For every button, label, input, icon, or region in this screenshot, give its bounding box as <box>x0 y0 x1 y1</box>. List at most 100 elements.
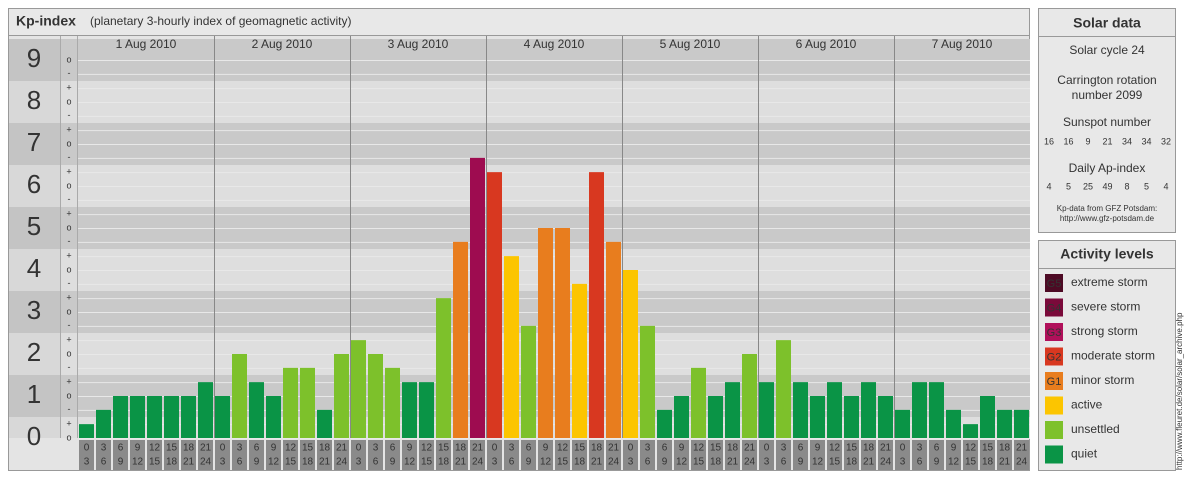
bar <box>96 409 111 438</box>
bar <box>946 409 961 438</box>
bar <box>759 382 774 438</box>
title-bar <box>8 8 1030 36</box>
day-label: 1 Aug 2010 <box>116 37 177 51</box>
bar <box>555 228 570 438</box>
legend-swatch <box>1045 274 1063 292</box>
row-band <box>9 165 60 207</box>
bar <box>674 396 689 438</box>
bar <box>640 325 655 438</box>
bar <box>113 396 128 438</box>
hour-cell <box>334 440 349 470</box>
x-tick-label: 21 <box>1016 443 1028 454</box>
bar <box>980 396 995 438</box>
bar <box>147 396 162 438</box>
bar <box>164 396 179 438</box>
hour-cell <box>79 440 94 470</box>
ap-value: 49 <box>1102 181 1112 191</box>
bar <box>283 367 298 438</box>
x-tick-label: 12 <box>268 457 280 468</box>
x-tick-label: 21 <box>591 457 603 468</box>
x-tick-label: 15 <box>285 457 297 468</box>
x-tick-label: 3 <box>764 457 770 468</box>
row-band <box>9 417 60 438</box>
legend-title: Activity levels <box>1060 246 1154 262</box>
bar <box>861 382 876 438</box>
x-tick-label: 9 <box>526 457 532 468</box>
y-minor-label: + <box>66 209 71 219</box>
legend-label: quiet <box>1071 447 1098 461</box>
x-tick-label: 18 <box>455 443 467 454</box>
x-tick-label: 0 <box>220 443 226 454</box>
bar <box>657 409 672 438</box>
y-minor-label: - <box>68 68 71 78</box>
y-tick-label: 8 <box>27 85 41 115</box>
bar <box>368 354 383 438</box>
y-tick-label: 4 <box>27 253 41 283</box>
bar <box>623 270 638 438</box>
day-label: 5 Aug 2010 <box>660 37 721 51</box>
side-url: http://www.fleuret.de/solar/solar_archiv… <box>1175 312 1184 470</box>
day-label: 3 Aug 2010 <box>388 37 449 51</box>
y-minor-label: o <box>66 306 71 316</box>
y-minor-label: o <box>66 54 71 64</box>
x-tick-label: 6 <box>917 457 923 468</box>
x-tick-label: 12 <box>540 457 552 468</box>
hour-cell <box>759 440 774 470</box>
bar <box>912 382 927 438</box>
day-label: 6 Aug 2010 <box>796 37 857 51</box>
x-tick-label: 18 <box>710 457 722 468</box>
y-minor-label: - <box>68 278 71 288</box>
x-tick-label: 12 <box>693 443 705 454</box>
ap-title: Daily Ap-index <box>1069 161 1146 175</box>
hour-cell <box>589 440 604 470</box>
hour-cell <box>453 440 468 470</box>
x-tick-label: 15 <box>166 443 178 454</box>
x-tick-label: 9 <box>390 457 396 468</box>
source: Kp-data from GFZ Potsdam: <box>1057 204 1157 213</box>
hour-cell <box>555 440 570 470</box>
x-tick-label: 15 <box>693 457 705 468</box>
x-tick-label: 9 <box>815 443 821 454</box>
solar-title: Solar data <box>1073 15 1141 31</box>
bar <box>487 172 502 438</box>
legend-label: strong storm <box>1071 324 1138 338</box>
hour-cell <box>300 440 315 470</box>
x-tick-label: 9 <box>951 443 957 454</box>
x-tick-label: 3 <box>101 443 107 454</box>
hour-cell <box>521 440 536 470</box>
x-tick-label: 0 <box>900 443 906 454</box>
x-tick-label: 24 <box>336 457 348 468</box>
x-tick-label: 3 <box>900 457 906 468</box>
x-tick-label: 0 <box>84 443 90 454</box>
x-tick-label: 3 <box>917 443 923 454</box>
bar <box>504 256 519 438</box>
x-tick-label: 15 <box>846 443 858 454</box>
x-tick-label: 21 <box>863 457 875 468</box>
bar <box>215 396 230 438</box>
hour-cell <box>929 440 944 470</box>
x-tick-label: 12 <box>948 457 960 468</box>
y-minor-label: o <box>66 348 71 358</box>
y-tick-label: 7 <box>27 127 41 157</box>
day-label: 7 Aug 2010 <box>932 37 993 51</box>
x-tick-label: 24 <box>472 457 484 468</box>
hour-cell <box>283 440 298 470</box>
sunspots-value: 34 <box>1141 136 1151 146</box>
hour-cell <box>657 440 672 470</box>
hour-cell <box>810 440 825 470</box>
bar <box>708 396 723 438</box>
x-tick-label: 18 <box>846 457 858 468</box>
legend-swatch <box>1045 372 1063 390</box>
hour-cell <box>827 440 842 470</box>
hour-cell <box>249 440 264 470</box>
x-tick-label: 9 <box>135 443 141 454</box>
row-band <box>9 123 60 165</box>
bar <box>589 172 604 438</box>
x-tick-label: 21 <box>744 443 756 454</box>
y-minor-label: + <box>66 335 71 345</box>
x-tick-label: 24 <box>200 457 212 468</box>
x-tick-label: 6 <box>662 443 668 454</box>
hour-cell <box>691 440 706 470</box>
x-tick-label: 24 <box>880 457 892 468</box>
ap-value: 5 <box>1066 181 1071 191</box>
